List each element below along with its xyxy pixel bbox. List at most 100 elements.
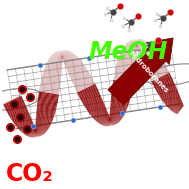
Polygon shape: [110, 119, 111, 125]
Polygon shape: [156, 82, 174, 92]
Polygon shape: [115, 68, 135, 73]
Polygon shape: [69, 65, 85, 75]
Polygon shape: [173, 103, 183, 112]
Polygon shape: [73, 75, 91, 85]
Polygon shape: [122, 50, 136, 55]
Polygon shape: [70, 68, 87, 77]
Polygon shape: [13, 114, 30, 123]
Polygon shape: [3, 96, 22, 106]
Polygon shape: [40, 85, 60, 89]
Polygon shape: [150, 70, 169, 80]
Polygon shape: [77, 84, 96, 94]
Polygon shape: [78, 86, 97, 96]
Polygon shape: [36, 123, 49, 129]
Polygon shape: [35, 126, 46, 132]
Polygon shape: [135, 39, 137, 46]
Polygon shape: [130, 40, 137, 47]
Polygon shape: [92, 108, 106, 117]
Polygon shape: [40, 86, 60, 90]
Polygon shape: [163, 93, 179, 102]
Polygon shape: [34, 130, 36, 138]
Polygon shape: [137, 39, 142, 47]
Polygon shape: [40, 87, 60, 91]
Polygon shape: [146, 61, 164, 71]
Polygon shape: [7, 103, 25, 112]
Polygon shape: [105, 117, 110, 126]
Polygon shape: [32, 129, 36, 138]
Polygon shape: [141, 49, 155, 58]
Polygon shape: [112, 85, 132, 90]
Polygon shape: [95, 111, 107, 120]
Polygon shape: [128, 42, 137, 48]
Polygon shape: [36, 122, 50, 127]
Polygon shape: [48, 60, 62, 65]
Polygon shape: [62, 50, 64, 57]
Polygon shape: [36, 113, 54, 117]
Polygon shape: [114, 75, 134, 79]
Polygon shape: [72, 73, 90, 83]
Polygon shape: [137, 40, 145, 49]
Polygon shape: [78, 87, 97, 97]
Polygon shape: [46, 64, 62, 70]
Polygon shape: [64, 55, 76, 64]
Polygon shape: [146, 62, 164, 72]
Polygon shape: [92, 108, 106, 118]
Polygon shape: [62, 50, 66, 58]
Polygon shape: [121, 52, 136, 57]
Polygon shape: [46, 64, 62, 69]
Polygon shape: [18, 119, 32, 128]
Polygon shape: [47, 61, 62, 67]
Polygon shape: [153, 77, 172, 87]
Polygon shape: [77, 85, 96, 95]
Polygon shape: [146, 60, 163, 70]
Polygon shape: [93, 109, 107, 119]
Polygon shape: [37, 110, 55, 115]
Polygon shape: [109, 116, 119, 122]
Polygon shape: [80, 89, 98, 99]
Polygon shape: [118, 59, 136, 64]
Polygon shape: [6, 101, 24, 111]
Polygon shape: [38, 98, 58, 102]
Polygon shape: [110, 114, 122, 119]
Polygon shape: [68, 63, 83, 72]
Polygon shape: [139, 46, 152, 55]
Polygon shape: [117, 62, 136, 67]
Polygon shape: [132, 40, 137, 46]
Polygon shape: [167, 98, 181, 107]
Polygon shape: [63, 50, 68, 59]
Polygon shape: [89, 104, 105, 114]
Polygon shape: [60, 50, 62, 57]
Polygon shape: [70, 69, 87, 78]
Polygon shape: [37, 104, 57, 108]
Polygon shape: [35, 126, 46, 132]
Polygon shape: [138, 41, 147, 50]
Polygon shape: [62, 50, 66, 58]
Polygon shape: [154, 79, 173, 88]
Polygon shape: [103, 117, 109, 126]
Polygon shape: [141, 50, 156, 60]
Polygon shape: [148, 66, 167, 76]
Polygon shape: [157, 83, 175, 93]
Polygon shape: [87, 101, 104, 111]
Polygon shape: [37, 106, 56, 111]
Polygon shape: [53, 54, 63, 60]
Polygon shape: [42, 76, 61, 80]
Polygon shape: [69, 67, 86, 77]
Polygon shape: [12, 111, 29, 121]
Polygon shape: [44, 69, 62, 74]
Polygon shape: [112, 88, 132, 92]
Polygon shape: [114, 76, 134, 80]
Polygon shape: [147, 63, 165, 73]
Polygon shape: [164, 94, 179, 103]
Polygon shape: [46, 65, 62, 70]
Polygon shape: [122, 49, 137, 55]
Polygon shape: [35, 127, 45, 133]
Polygon shape: [64, 53, 74, 62]
Polygon shape: [49, 58, 63, 64]
Polygon shape: [110, 115, 121, 121]
Polygon shape: [149, 67, 167, 77]
Polygon shape: [120, 53, 136, 58]
Polygon shape: [63, 51, 70, 60]
Text: hydroboranes: hydroboranes: [127, 50, 169, 94]
Polygon shape: [156, 81, 174, 91]
